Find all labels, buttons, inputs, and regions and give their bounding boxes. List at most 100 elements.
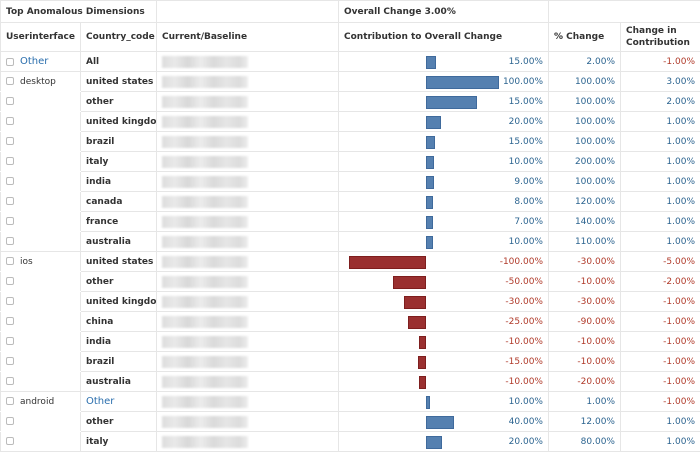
row-checkbox[interactable] (6, 177, 14, 185)
col-change-in-contribution[interactable]: Change in Contribution (620, 22, 700, 52)
contribution-value: 7.00% (514, 216, 543, 227)
col-pct-change[interactable]: % Change (548, 22, 621, 52)
row-checkbox[interactable] (6, 237, 14, 245)
country-label: italy (86, 156, 109, 167)
blurred-value (162, 435, 248, 448)
row-checkbox[interactable] (6, 317, 14, 325)
change-in-contribution-cell: 2.00% (620, 91, 700, 112)
change-in-contribution-cell: -1.00% (620, 391, 700, 412)
contribution-cell: 10.00% (338, 151, 549, 172)
country-link[interactable]: Other (86, 396, 115, 407)
contribution-cell: -10.00% (338, 371, 549, 392)
table-row: other -50.00% -10.00% -2.00% (0, 271, 700, 292)
contribution-bar (419, 336, 426, 349)
row-checkbox[interactable] (6, 197, 14, 205)
row-checkbox[interactable] (6, 97, 14, 105)
country-label: australia (86, 236, 131, 247)
table-row: ios united states -100.00% -30.00% -5.00… (0, 251, 700, 272)
blurred-value (162, 195, 248, 208)
blurred-value (162, 95, 248, 108)
current-baseline-cell (156, 391, 339, 412)
change-in-contribution-cell: 1.00% (620, 431, 700, 452)
change-in-contribution-cell: 1.00% (620, 411, 700, 432)
change-in-contribution-cell: -1.00% (620, 331, 700, 352)
contribution-value: -25.00% (505, 316, 543, 327)
contribution-value: 10.00% (508, 396, 543, 407)
table-row: india -10.00% -10.00% -1.00% (0, 331, 700, 352)
row-checkbox[interactable] (6, 357, 14, 365)
change-in-contribution-cell: -5.00% (620, 251, 700, 272)
userinterface-cell: android (0, 391, 81, 412)
contribution-value: 15.00% (508, 56, 543, 67)
contribution-value: 40.00% (508, 416, 543, 427)
current-baseline-cell (156, 371, 339, 392)
contribution-value: 10.00% (508, 156, 543, 167)
change-in-contribution-cell: 1.00% (620, 231, 700, 252)
empty-header (156, 0, 339, 23)
current-baseline-cell (156, 271, 339, 292)
country-cell: united states (80, 71, 157, 92)
contribution-cell: 20.00% (338, 431, 549, 452)
userinterface-cell: Other (0, 51, 81, 72)
blurred-value (162, 135, 248, 148)
change-in-contribution-cell: -1.00% (620, 351, 700, 372)
contribution-value: -15.00% (505, 356, 543, 367)
blurred-value (162, 115, 248, 128)
userinterface-link[interactable]: Other (20, 56, 49, 67)
current-baseline-cell (156, 91, 339, 112)
blurred-value (162, 275, 248, 288)
change-in-contribution-cell: -1.00% (620, 291, 700, 312)
country-cell: united kingdom (80, 111, 157, 132)
col-country-code[interactable]: Country_code (80, 22, 157, 52)
pct-change-cell: 110.00% (548, 231, 621, 252)
contribution-bar (426, 76, 500, 89)
row-checkbox[interactable] (6, 377, 14, 385)
row-checkbox[interactable] (6, 257, 14, 265)
col-userinterface[interactable]: Userinterface (0, 22, 81, 52)
userinterface-cell (0, 151, 81, 172)
blurred-value (162, 175, 248, 188)
row-checkbox[interactable] (6, 117, 14, 125)
current-baseline-cell (156, 431, 339, 452)
change-in-contribution-cell: 1.00% (620, 211, 700, 232)
blurred-value (162, 155, 248, 168)
row-checkbox[interactable] (6, 157, 14, 165)
country-label: other (86, 416, 114, 427)
contribution-bar (418, 356, 426, 369)
contribution-bar (426, 96, 477, 109)
pct-change-cell: 1.00% (548, 391, 621, 412)
row-checkbox[interactable] (6, 277, 14, 285)
country-label: italy (86, 436, 109, 447)
blurred-value (162, 235, 248, 248)
contribution-cell: 10.00% (338, 391, 549, 412)
col-contribution[interactable]: Contribution to Overall Change (338, 22, 549, 52)
col-current-baseline[interactable]: Current/Baseline (156, 22, 339, 52)
contribution-bar (426, 396, 430, 409)
pct-change-cell: 200.00% (548, 151, 621, 172)
row-checkbox[interactable] (6, 417, 14, 425)
country-cell: australia (80, 231, 157, 252)
row-checkbox[interactable] (6, 217, 14, 225)
row-checkbox[interactable] (6, 337, 14, 345)
pct-change-cell: -10.00% (548, 331, 621, 352)
contribution-value: 20.00% (508, 116, 543, 127)
current-baseline-cell (156, 331, 339, 352)
row-checkbox[interactable] (6, 437, 14, 445)
country-label: united states (86, 76, 154, 87)
row-checkbox[interactable] (6, 397, 14, 405)
country-cell: france (80, 211, 157, 232)
row-checkbox[interactable] (6, 57, 14, 66)
row-checkbox[interactable] (6, 77, 14, 85)
row-checkbox[interactable] (6, 137, 14, 145)
pct-change-cell: 80.00% (548, 431, 621, 452)
table-row: italy 10.00% 200.00% 1.00% (0, 151, 700, 172)
contribution-cell: 100.00% (338, 71, 549, 92)
userinterface-cell (0, 191, 81, 212)
table-row: other 40.00% 12.00% 1.00% (0, 411, 700, 432)
userinterface-cell (0, 171, 81, 192)
userinterface-label: desktop (20, 76, 56, 87)
current-baseline-cell (156, 51, 339, 72)
change-in-contribution-cell: -1.00% (620, 371, 700, 392)
row-checkbox[interactable] (6, 297, 14, 305)
userinterface-cell (0, 131, 81, 152)
